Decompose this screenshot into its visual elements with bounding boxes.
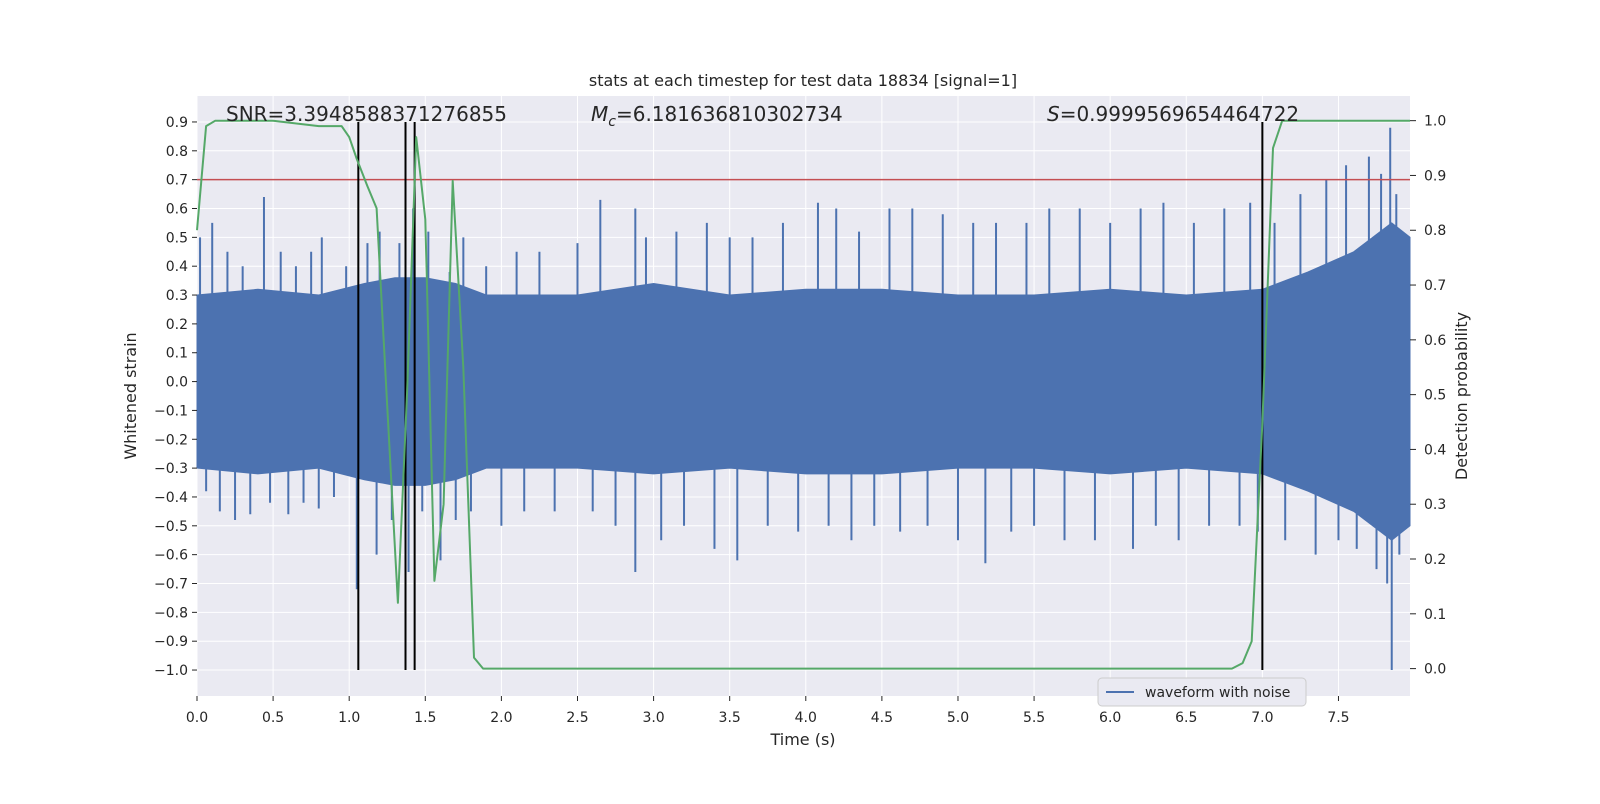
x-tick-label: 5.5 <box>1023 710 1045 726</box>
x-tick-label: 1.0 <box>338 710 360 726</box>
y2-tick-label: 0.2 <box>1424 552 1446 568</box>
y2-tick-label: 0.6 <box>1424 333 1446 349</box>
y-axis-ticks: −1.0 −0.9 −0.8 −0.7 −0.6 −0.5 −0.4 −0.3 −0.2 −0.1… <box>154 115 197 679</box>
x-tick-label: 1.5 <box>414 710 436 726</box>
annotation-chirp-mass-symbol: M <box>591 102 608 126</box>
y2-tick-label: 0.4 <box>1424 442 1446 458</box>
y-tick-label: −0.4 <box>154 490 188 506</box>
x-tick-label: 4.5 <box>871 710 893 726</box>
x-tick-label: 5.0 <box>947 710 969 726</box>
annotation-score-value: =0.9999569654464722 <box>1060 102 1299 126</box>
y-tick-label: −0.6 <box>154 548 188 564</box>
annotation-score-symbol: S <box>1047 102 1060 126</box>
y-tick-label: 0.7 <box>166 173 188 189</box>
y2-tick-label: 0.5 <box>1424 388 1446 404</box>
y-tick-label: 0.5 <box>166 230 188 246</box>
y-tick-label: 0.3 <box>166 288 188 304</box>
y-tick-label: 0.0 <box>166 375 188 391</box>
x-tick-label: 0.0 <box>186 710 208 726</box>
y-tick-label: −0.3 <box>154 461 188 477</box>
y-axis-label: Whitened strain <box>121 332 140 459</box>
y2-tick-label: 0.0 <box>1424 662 1446 678</box>
x-tick-label: 4.0 <box>795 710 817 726</box>
marker-lines <box>357 121 1264 671</box>
x-tick-label: 7.0 <box>1251 710 1273 726</box>
annotation-score: S=0.9999569654464722 <box>1047 102 1299 126</box>
annotation-snr: SNR=3.3948588371276855 <box>226 102 507 126</box>
annotation-chirp-mass-value: =6.181636810302734 <box>616 102 843 126</box>
y-tick-label: 0.1 <box>166 346 188 362</box>
y-tick-label: −0.9 <box>154 634 188 650</box>
legend-label-waveform: waveform with noise <box>1145 685 1290 701</box>
y2-axis-ticks: 0.0 0.1 0.2 0.3 0.4 0.5 0.6 0.7 0.8 0.9 1.0 <box>1410 114 1446 678</box>
x-tick-label: 7.5 <box>1327 710 1349 726</box>
x-axis-label: Time (s) <box>769 730 835 749</box>
x-tick-label: 2.0 <box>490 710 512 726</box>
x-tick-label: 2.5 <box>566 710 588 726</box>
y-tick-label: −0.1 <box>154 403 188 419</box>
y2-tick-label: 0.9 <box>1424 168 1446 184</box>
y-tick-label: −0.7 <box>154 577 188 593</box>
y2-tick-label: 0.1 <box>1424 607 1446 623</box>
y2-tick-label: 1.0 <box>1424 114 1446 130</box>
y-tick-label: −1.0 <box>154 663 188 679</box>
legend-box <box>1097 677 1307 707</box>
y-tick-label: 0.2 <box>166 317 188 333</box>
y-tick-label: 0.8 <box>166 144 188 160</box>
x-tick-label: 6.5 <box>1175 710 1197 726</box>
x-tick-label: 3.5 <box>719 710 741 726</box>
annotation-chirp-mass-subscript: c <box>608 114 616 130</box>
probability-series <box>196 119 1410 670</box>
y2-tick-label: 0.7 <box>1424 278 1446 294</box>
y2-tick-label: 0.8 <box>1424 223 1446 239</box>
y-tick-label: −0.8 <box>154 605 188 621</box>
y2-tick-label: 0.3 <box>1424 497 1446 513</box>
y-tick-label: −0.2 <box>154 432 188 448</box>
chart-title: stats at each timestep for test data 188… <box>589 71 1017 90</box>
x-tick-label: 6.0 <box>1099 710 1121 726</box>
y-tick-label: 0.9 <box>166 115 188 131</box>
x-tick-label: 0.5 <box>262 710 284 726</box>
y2-axis-label: Detection probability <box>1452 312 1471 480</box>
y-tick-label: 0.6 <box>166 202 188 218</box>
annotation-chirp-mass: Mc=6.181636810302734 <box>591 102 843 130</box>
x-tick-label: 3.0 <box>642 710 664 726</box>
y-tick-label: 0.4 <box>166 259 188 275</box>
waveform-series <box>196 127 1411 671</box>
probability-line <box>196 119 1410 670</box>
x-axis-ticks: 0.0 0.5 1.0 1.5 2.0 2.5 3.0 3.5 4.0 4.5 5.0 5.5 6.0 6… <box>186 696 1350 726</box>
legend: waveform with noise <box>1097 677 1307 707</box>
y-tick-label: −0.5 <box>154 519 188 535</box>
